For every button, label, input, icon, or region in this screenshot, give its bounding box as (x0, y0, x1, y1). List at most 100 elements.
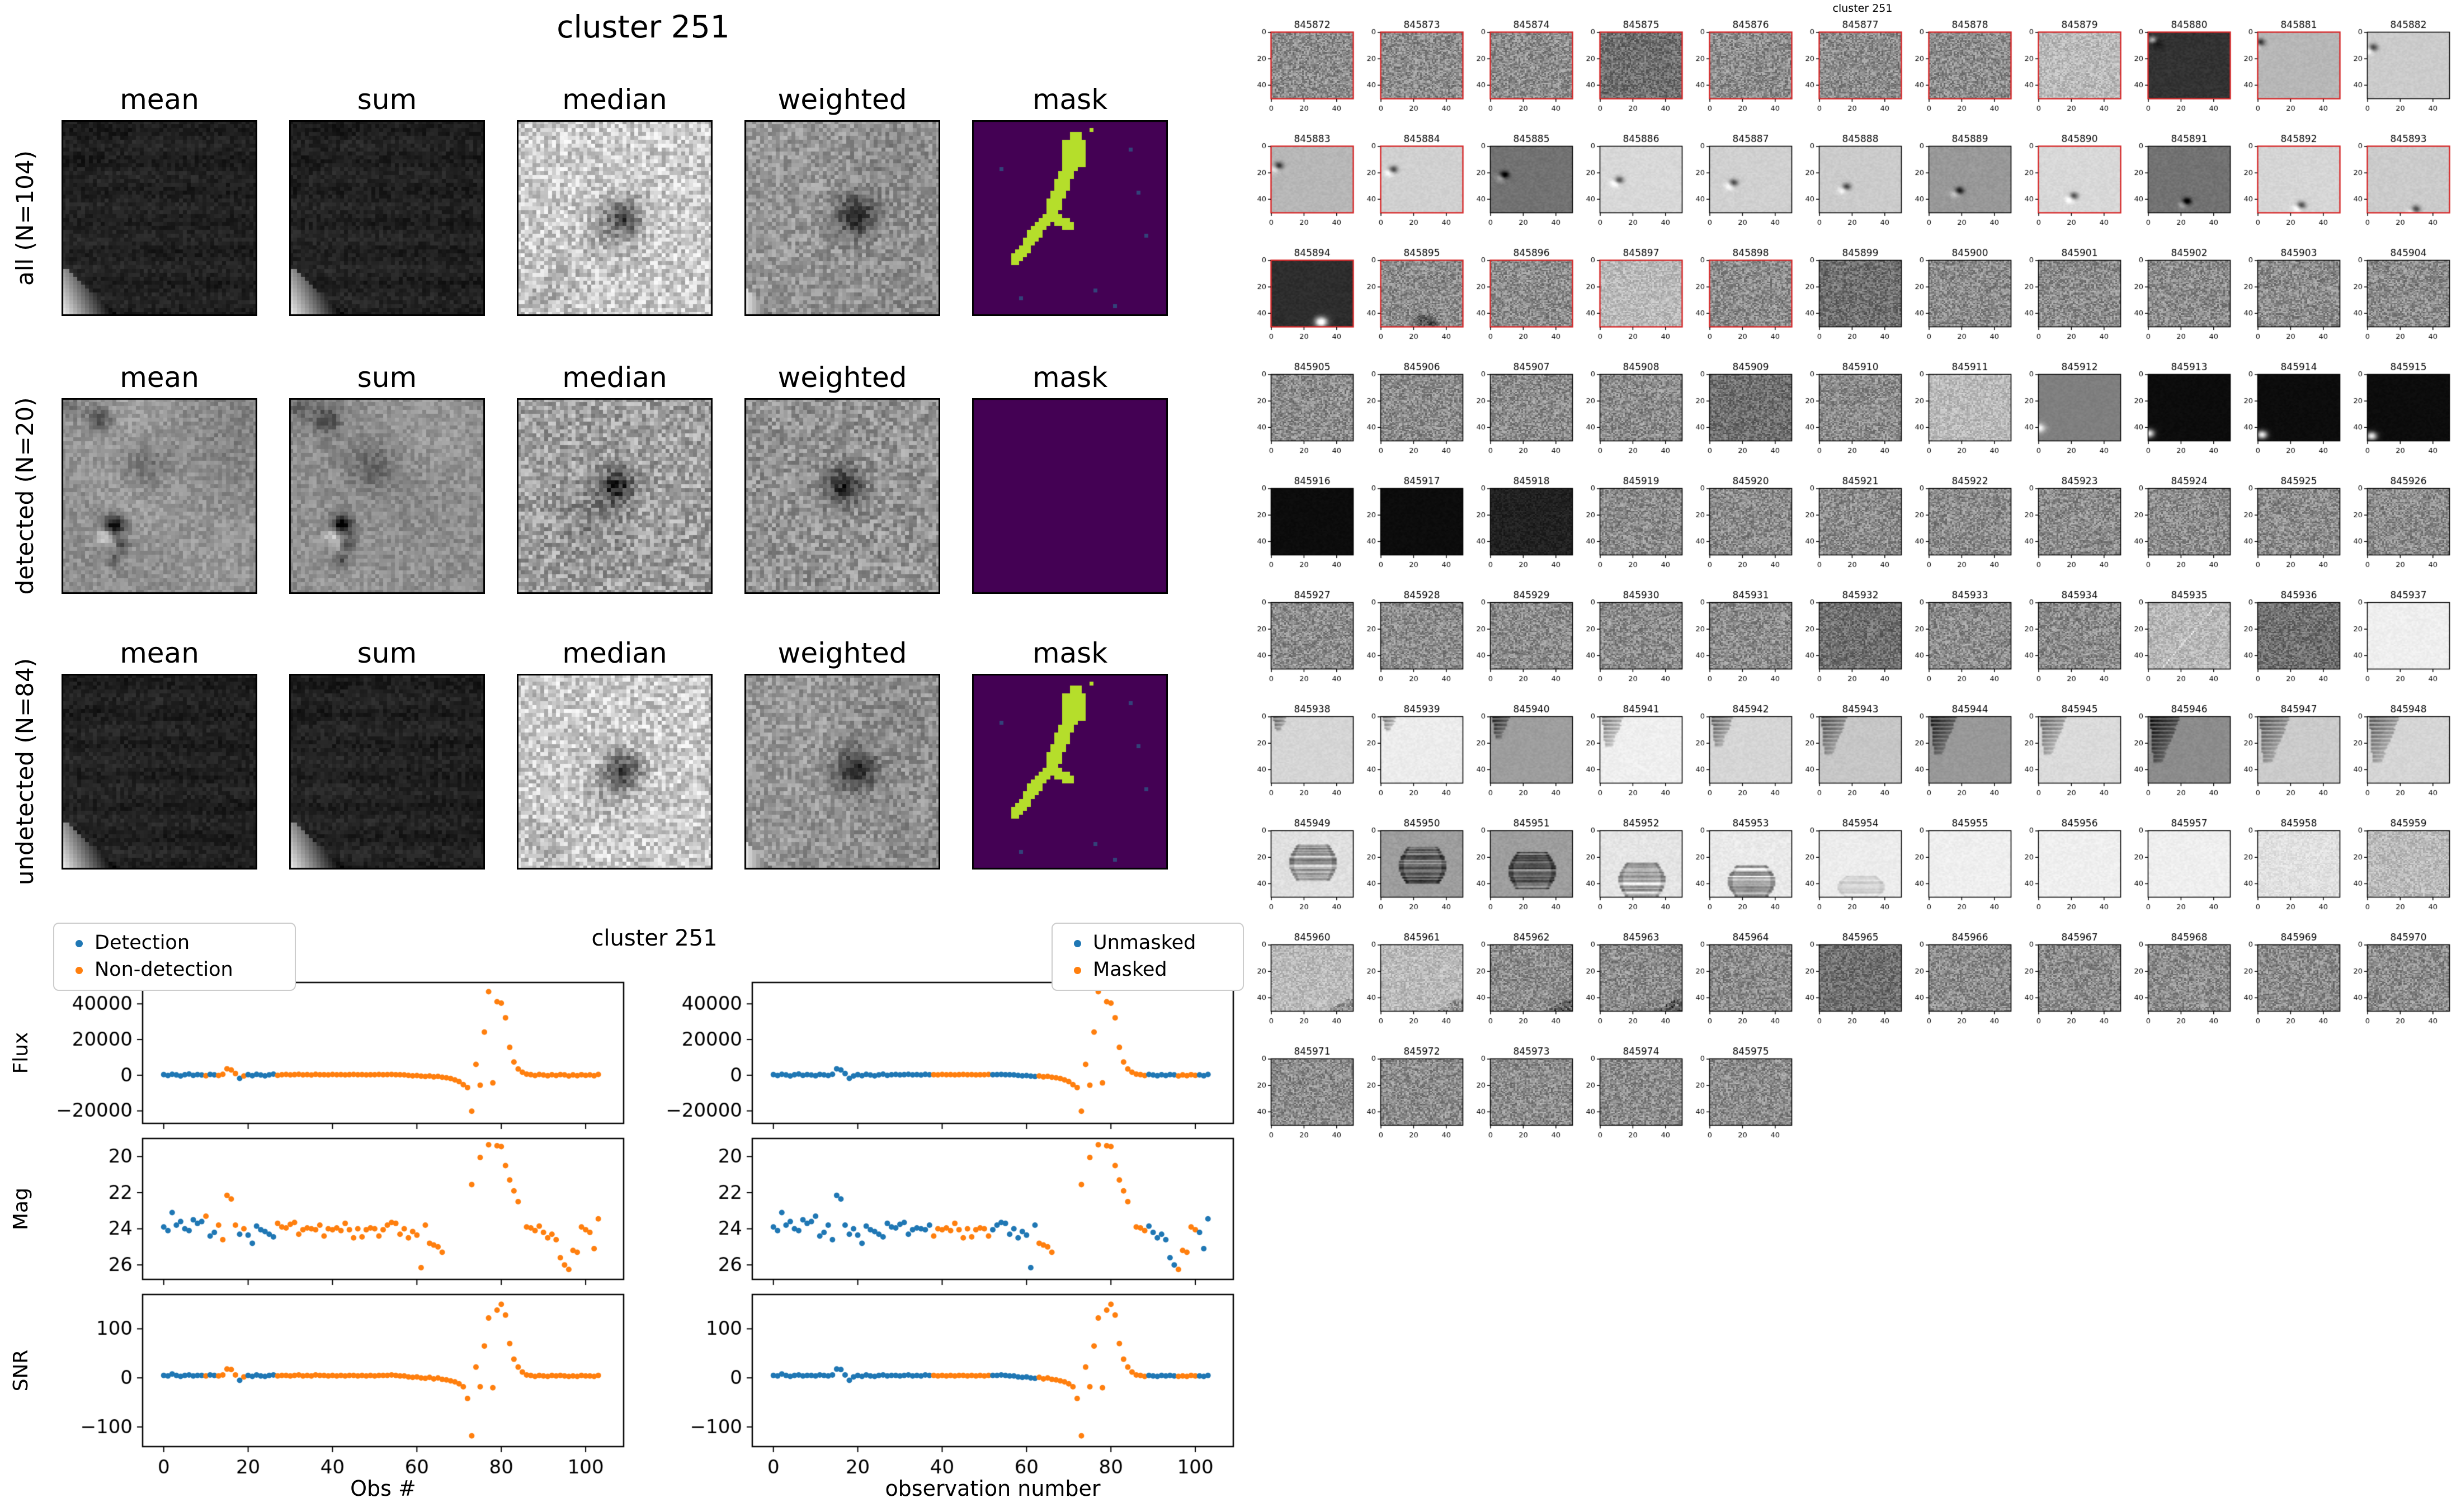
thumbnail-845932 (1798, 589, 1906, 701)
thumbnail-845935 (2127, 589, 2234, 701)
panel-image-detected-median (517, 398, 713, 594)
column-header-detected-mean: mean (120, 361, 199, 394)
thumbnail-845965 (1798, 932, 1906, 1043)
thumbnail-845881 (2237, 19, 2344, 131)
thumbnail-845944 (1908, 703, 2015, 815)
thumbnail-845922 (1908, 475, 2015, 587)
thumbnail-845967 (2017, 932, 2125, 1043)
left-figure-title: cluster 251 (557, 9, 730, 45)
thumbnail-845873 (1360, 19, 1467, 131)
thumbnail-845945 (2017, 703, 2125, 815)
thumbnail-845975 (1689, 1046, 1796, 1157)
legend-detection-item-non-detection: Non-detection (54, 956, 295, 983)
thumbnail-845877 (1798, 19, 1906, 131)
column-header-detected-median: median (562, 361, 667, 394)
thumbnail-845874 (1469, 19, 1577, 131)
thumbnail-845938 (1250, 703, 1357, 815)
column-header-all-mean: mean (120, 83, 199, 116)
legend-masked: Unmasked Masked (1052, 923, 1244, 991)
thumbnail-845882 (2346, 19, 2454, 131)
thumbnail-845886 (1579, 133, 1686, 245)
column-header-undetected-mean: mean (120, 637, 199, 669)
thumbnail-845959 (2346, 818, 2454, 929)
thumbnail-figure-title: cluster 251 (1832, 2, 1893, 15)
scatter-figure-title: cluster 251 (591, 925, 718, 951)
thumbnail-845933 (1908, 589, 2015, 701)
thumbnail-845883 (1250, 133, 1357, 245)
panel-image-undetected-mask (972, 674, 1168, 870)
ylabel-snr: SNR (10, 1349, 32, 1392)
legend-marker-icon (1074, 967, 1081, 974)
column-header-all-mask: mask (1032, 83, 1108, 116)
scatter-panel-left-flux (42, 979, 629, 1131)
thumbnail-845946 (2127, 703, 2234, 815)
column-header-undetected-weighted: weighted (777, 637, 907, 669)
legend-detection: Detection Non-detection (53, 923, 296, 991)
thumbnail-845899 (1798, 247, 1906, 359)
thumbnail-845903 (2237, 247, 2344, 359)
legend-masked-item-masked: Masked (1053, 956, 1243, 983)
thumbnail-845964 (1689, 932, 1796, 1043)
thumbnail-845956 (2017, 818, 2125, 929)
thumbnail-845949 (1250, 818, 1357, 929)
panel-image-undetected-median (517, 674, 713, 870)
thumbnail-845969 (2237, 932, 2344, 1043)
thumbnail-845951 (1469, 818, 1577, 929)
thumbnail-845895 (1360, 247, 1467, 359)
thumbnail-845940 (1469, 703, 1577, 815)
panel-image-all-weighted (744, 120, 940, 316)
column-header-detected-mask: mask (1032, 361, 1108, 394)
thumbnail-845919 (1579, 475, 1686, 587)
thumbnail-845962 (1469, 932, 1577, 1043)
thumbnail-845887 (1689, 133, 1796, 245)
column-header-all-median: median (562, 83, 667, 116)
thumbnail-845950 (1360, 818, 1467, 929)
thumbnail-845915 (2346, 361, 2454, 473)
thumbnail-845957 (2127, 818, 2234, 929)
thumbnail-845884 (1360, 133, 1467, 245)
thumbnail-845914 (2237, 361, 2344, 473)
panel-image-undetected-sum (289, 674, 485, 870)
thumbnail-845911 (1908, 361, 2015, 473)
thumbnail-845879 (2017, 19, 2125, 131)
panel-image-detected-mean (62, 398, 257, 594)
column-header-all-weighted: weighted (777, 83, 907, 116)
ylabel-mag: Mag (10, 1188, 32, 1230)
thumbnail-845898 (1689, 247, 1796, 359)
thumbnail-845966 (1908, 932, 2015, 1043)
column-header-undetected-sum: sum (357, 637, 417, 669)
panel-image-all-mask (972, 120, 1168, 316)
thumbnail-845908 (1579, 361, 1686, 473)
thumbnail-845876 (1689, 19, 1796, 131)
column-header-all-sum: sum (357, 83, 417, 116)
thumbnail-845901 (2017, 247, 2125, 359)
ylabel-flux: Flux (10, 1032, 32, 1074)
legend-detection-label: Detection (95, 932, 190, 954)
thumbnail-845906 (1360, 361, 1467, 473)
thumbnail-845878 (1908, 19, 2015, 131)
column-header-detected-weighted: weighted (777, 361, 907, 394)
panel-image-all-sum (289, 120, 485, 316)
legend-masked-label: Unmasked (1093, 932, 1196, 954)
panel-image-all-median (517, 120, 713, 316)
column-header-undetected-median: median (562, 637, 667, 669)
thumbnail-845973 (1469, 1046, 1577, 1157)
legend-detection-label: Non-detection (95, 958, 233, 981)
thumbnail-845890 (2017, 133, 2125, 245)
thumbnail-845958 (2237, 818, 2344, 929)
scatter-panel-left-snr (42, 1291, 629, 1488)
thumbnail-845941 (1579, 703, 1686, 815)
legend-marker-icon (1074, 940, 1081, 947)
thumbnail-845952 (1579, 818, 1686, 929)
thumbnail-845897 (1579, 247, 1686, 359)
thumbnail-845948 (2346, 703, 2454, 815)
thumbnail-845926 (2346, 475, 2454, 587)
thumbnail-845970 (2346, 932, 2454, 1043)
scatter-panel-right-mag (652, 1135, 1239, 1287)
thumbnail-845905 (1250, 361, 1357, 473)
thumbnail-845872 (1250, 19, 1357, 131)
legend-marker-icon (76, 940, 83, 947)
thumbnail-845971 (1250, 1046, 1357, 1157)
thumbnail-845904 (2346, 247, 2454, 359)
thumbnail-845939 (1360, 703, 1467, 815)
